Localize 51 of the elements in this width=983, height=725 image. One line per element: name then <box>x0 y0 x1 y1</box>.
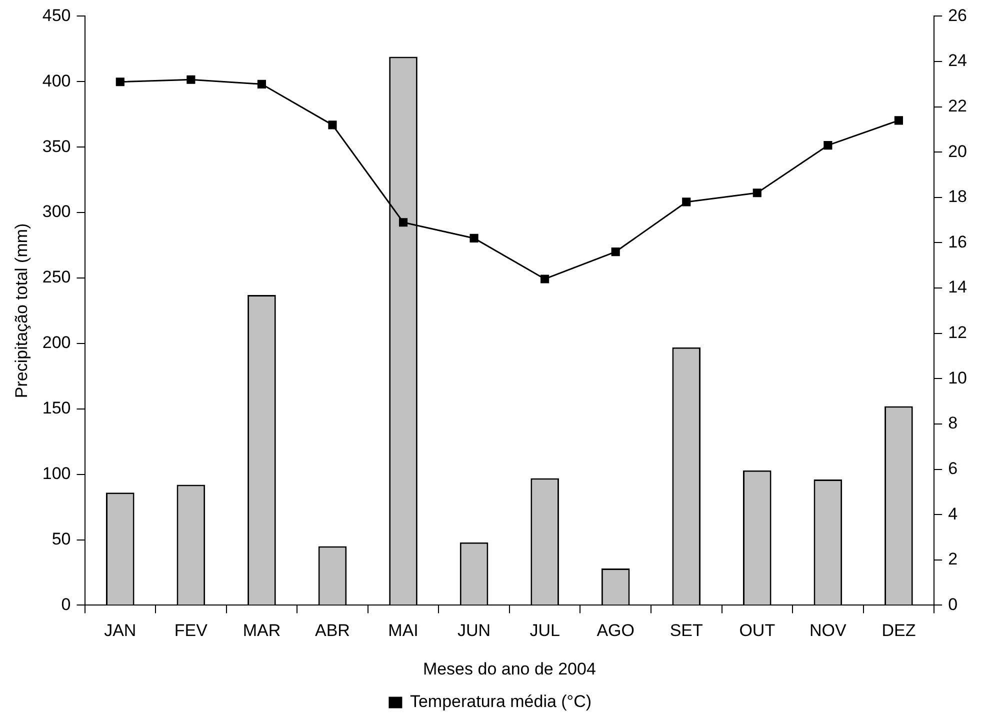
point <box>894 116 903 125</box>
x-tick-label: NOV <box>810 621 848 640</box>
y2-tick-label: 2 <box>948 550 958 569</box>
point <box>752 188 762 198</box>
point <box>257 80 266 88</box>
point <box>470 234 478 242</box>
y2-tick-label: 18 <box>948 187 968 206</box>
point <box>116 78 124 86</box>
y2-tick-label: 10 <box>948 368 968 388</box>
y2-tick-label: 12 <box>948 323 968 342</box>
x-tick-label: AGO <box>596 621 634 640</box>
x-axis-title: Meses do ano de 2004 <box>422 659 596 678</box>
point <box>186 75 196 84</box>
point <box>682 198 691 206</box>
x-tick-label: JUL <box>530 621 560 640</box>
point <box>540 274 550 284</box>
y-tick-label: 250 <box>42 268 71 287</box>
point <box>328 120 337 130</box>
point <box>611 248 620 256</box>
y2-tick-label: 14 <box>948 278 968 297</box>
legend-label: Temperatura média (°C) <box>410 692 592 712</box>
y2-tick-label: 22 <box>948 96 968 116</box>
y2-tick-label: 20 <box>948 142 968 161</box>
y2-tick-label: 24 <box>948 51 968 70</box>
y-tick-label: 100 <box>42 464 71 483</box>
y2-tick-label: 4 <box>948 504 958 524</box>
y-tick-label: 300 <box>42 202 71 222</box>
y2-tick-label: 8 <box>948 414 958 433</box>
x-tick-label: SET <box>670 621 703 640</box>
y-tick-label: 150 <box>42 398 71 418</box>
x-tick-label: MAR <box>242 621 281 640</box>
point <box>824 141 832 150</box>
x-tick-label: MAI <box>388 621 418 640</box>
y-tick-label: 200 <box>42 333 71 352</box>
y2-tick-label: 6 <box>948 458 958 478</box>
y-tick-label: 350 <box>42 136 71 156</box>
x-tick-label: OUT <box>739 621 776 640</box>
y-tick-label: 450 <box>42 6 71 25</box>
y-tick-label: 50 <box>52 529 71 548</box>
x-tick-label: JAN <box>104 621 136 640</box>
point <box>398 218 408 227</box>
x-tick-label: JUN <box>458 621 491 640</box>
y-tick-label: 0 <box>61 594 71 614</box>
x-tick-label: FEV <box>174 621 208 640</box>
y-tick-label: 400 <box>42 71 71 90</box>
x-tick-label: ABR <box>315 621 350 640</box>
y-axis-title: Precipitação total (mm) <box>12 223 31 398</box>
y2-tick-label: 0 <box>948 594 958 614</box>
y2-tick-label: 26 <box>948 6 968 25</box>
x-tick-label: DEZ <box>882 621 916 640</box>
y2-tick-label: 16 <box>948 232 968 252</box>
